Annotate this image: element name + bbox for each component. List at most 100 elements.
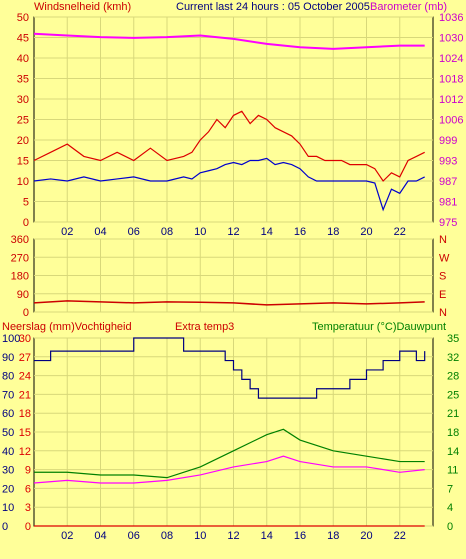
y-tick-label-wind: 35 — [17, 74, 29, 86]
y-tick-label-rain: 15 — [19, 427, 31, 439]
y-tick-label-compass: W — [439, 252, 450, 264]
extra-temp-title: Extra temp3 — [175, 321, 234, 333]
y-tick-label-rain: 0 — [25, 521, 31, 533]
y-tick-label-barometer: 1036 — [439, 12, 463, 24]
x-tick-label: 22 — [394, 226, 406, 238]
x-tick-label: 16 — [294, 530, 306, 542]
y-tick-label-humidity: 0 — [2, 521, 8, 533]
series-dewpoint — [33, 455, 425, 484]
x-tick-label: 08 — [161, 530, 173, 542]
x-tick-label: 10 — [194, 226, 206, 238]
y-tick-label-direction: 180 — [11, 271, 29, 283]
y-tick-label-wind: 50 — [17, 12, 29, 24]
y-tick-label-wind: 0 — [23, 217, 29, 229]
y-tick-label-wind: 20 — [17, 135, 29, 147]
y-tick-label-temperature: 35 — [447, 333, 459, 345]
y-tick-label-compass: E — [439, 289, 446, 301]
y-tick-label-temperature: 25 — [447, 389, 459, 401]
y-tick-label-barometer: 999 — [439, 135, 457, 147]
rain-humidity-title: Neerslag (mm)Vochtigheid — [2, 321, 132, 333]
x-tick-label: 18 — [327, 226, 339, 238]
y-tick-label-wind: 25 — [17, 115, 29, 127]
y-tick-label-temperature: 18 — [447, 427, 459, 439]
y-tick-label-barometer: 975 — [439, 217, 457, 229]
x-tick-label: 12 — [227, 530, 239, 542]
x-tick-label: 08 — [161, 226, 173, 238]
y-tick-label-wind: 40 — [17, 53, 29, 65]
y-tick-label-barometer: 993 — [439, 156, 457, 168]
y-tick-label-barometer: 1018 — [439, 74, 463, 86]
x-tick-label: 04 — [94, 226, 106, 238]
wind-axis-title: Windsnelheid (kmh) — [34, 1, 131, 13]
x-tick-label: 14 — [261, 530, 273, 542]
x-tick-label: 02 — [61, 530, 73, 542]
y-tick-label-humidity: 10 — [2, 502, 14, 514]
y-tick-label-humidity: 50 — [2, 427, 14, 439]
y-tick-label-barometer: 1030 — [439, 33, 463, 45]
y-tick-label-rain: 12 — [19, 446, 31, 458]
y-tick-label-wind: 15 — [17, 156, 29, 168]
y-tick-label-temperature: 21 — [447, 408, 459, 420]
y-tick-label-wind: 5 — [23, 197, 29, 209]
temperature-title: Temperatuur (°C)Dauwpunt — [312, 321, 446, 333]
y-tick-label-temperature: 7 — [447, 483, 453, 495]
series-wind_avg — [33, 157, 425, 212]
x-tick-label: 06 — [128, 226, 140, 238]
series-temperature — [34, 428, 425, 479]
y-tick-label-temperature: 11 — [447, 465, 458, 477]
y-tick-label-humidity: 90 — [2, 352, 14, 364]
series-barometer — [33, 32, 425, 50]
y-tick-label-temperature: 32 — [447, 352, 459, 364]
y-tick-label-barometer: 981 — [439, 197, 457, 209]
series-direction — [33, 300, 425, 306]
y-tick-label-humidity: 100 — [2, 333, 20, 345]
y-tick-label-barometer: 987 — [439, 176, 457, 188]
y-tick-label-rain: 6 — [25, 483, 31, 495]
y-tick-label-rain: 21 — [19, 389, 31, 401]
y-tick-label-wind: 10 — [17, 176, 29, 188]
y-tick-label-rain: 27 — [19, 352, 31, 364]
series-humidity — [34, 337, 426, 399]
y-tick-label-humidity: 30 — [2, 465, 14, 477]
x-tick-label: 16 — [294, 226, 306, 238]
x-tick-label: 10 — [194, 530, 206, 542]
y-tick-label-direction: 90 — [17, 289, 29, 301]
y-tick-label-rain: 3 — [25, 502, 31, 514]
y-tick-label-rain: 9 — [25, 465, 31, 477]
y-tick-label-humidity: 40 — [2, 446, 14, 458]
chart-title: Current last 24 hours : 05 October 2005 — [176, 1, 370, 13]
y-tick-label-humidity: 80 — [2, 371, 14, 383]
x-tick-label: 02 — [61, 226, 73, 238]
y-tick-label-temperature: 14 — [447, 446, 459, 458]
x-tick-label: 04 — [94, 530, 106, 542]
y-tick-label-wind: 45 — [17, 33, 29, 45]
x-tick-label: 14 — [261, 226, 273, 238]
x-tick-label: 20 — [360, 530, 372, 542]
y-tick-label-barometer: 1012 — [439, 94, 463, 106]
x-tick-label: 22 — [394, 530, 406, 542]
y-tick-label-temperature: 0 — [447, 521, 453, 533]
x-tick-label: 20 — [360, 226, 372, 238]
y-tick-label-temperature: 28 — [447, 371, 459, 383]
y-tick-label-humidity: 20 — [2, 483, 14, 495]
y-tick-label-compass: S — [439, 271, 446, 283]
y-tick-label-direction: 360 — [11, 234, 29, 246]
y-tick-label-humidity: 70 — [2, 389, 14, 401]
y-tick-label-compass: N — [439, 234, 447, 246]
chart-content: 02 04 06 08 10 12 14 16 18 20 22051015202530354045… — [2, 12, 463, 542]
y-tick-label-humidity: 60 — [2, 408, 14, 420]
y-tick-label-compass: N — [439, 307, 447, 319]
series-wind_gust — [33, 110, 425, 182]
y-tick-label-rain: 18 — [19, 408, 31, 420]
x-tick-label: 12 — [227, 226, 239, 238]
y-tick-label-wind: 30 — [17, 94, 29, 106]
y-tick-label-rain: 24 — [19, 371, 31, 383]
y-tick-label-rain: 30 — [19, 333, 31, 345]
y-tick-label-barometer: 1024 — [439, 53, 463, 65]
barometer-axis-title: Barometer (mb) — [370, 1, 447, 13]
x-tick-label: 18 — [327, 530, 339, 542]
y-tick-label-barometer: 1006 — [439, 115, 463, 127]
y-tick-label-temperature: 4 — [447, 502, 453, 514]
y-tick-label-direction: 270 — [11, 252, 29, 264]
